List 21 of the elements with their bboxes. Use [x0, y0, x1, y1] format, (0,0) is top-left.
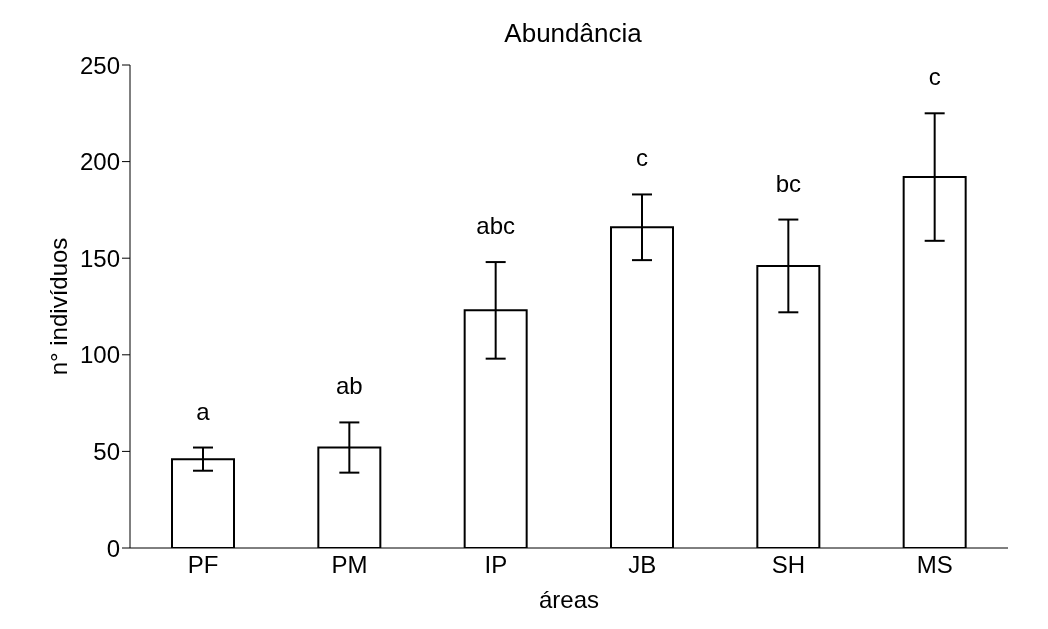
- annotation: c: [636, 144, 648, 172]
- chart-title: Abundância: [503, 18, 643, 49]
- annotation: c: [928, 63, 941, 91]
- x-tick-label: MS: [916, 551, 953, 579]
- y-tick-label: 0: [106, 534, 120, 562]
- y-tick-label: 250: [79, 51, 120, 79]
- y-axis-title: n° indivíduos: [44, 237, 72, 376]
- x-tick-label: SH: [771, 551, 806, 579]
- y-tick-label: 100: [79, 341, 120, 369]
- x-tick-label: JB: [628, 551, 657, 579]
- x-tick-label: IP: [484, 551, 508, 579]
- y-tick-label: 50: [93, 437, 120, 465]
- y-tick-label: 150: [79, 244, 120, 272]
- x-tick-label: PM: [331, 551, 368, 579]
- annotation: a: [196, 397, 211, 425]
- x-tick-label: PF: [187, 551, 219, 579]
- x-axis-title: áreas: [538, 586, 600, 613]
- annotation: abc: [476, 212, 516, 240]
- annotation: bc: [775, 169, 802, 197]
- annotation: ab: [335, 372, 363, 400]
- y-tick-label: 200: [79, 148, 120, 176]
